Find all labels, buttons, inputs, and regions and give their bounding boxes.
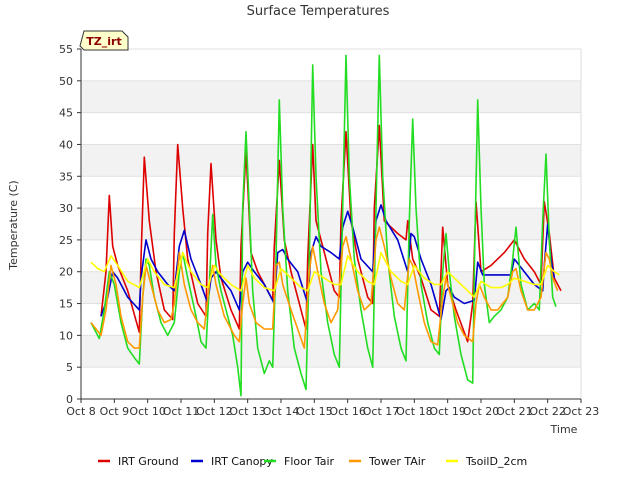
series-line-irt-canopy [100, 204, 556, 321]
legend-item-label: IRT Ground [118, 455, 179, 468]
grid-band [81, 144, 581, 177]
y-tick-label: 5 [66, 361, 73, 374]
x-tick-label: Oct 17 [363, 405, 400, 418]
x-axis-label: Time [550, 423, 578, 436]
tz-badge: TZ_irt [79, 30, 129, 51]
y-tick-label: 20 [59, 266, 73, 279]
y-tick-label: 10 [59, 329, 73, 342]
y-tick-label: 55 [59, 43, 73, 56]
y-tick-label: 15 [59, 298, 73, 311]
y-tick-label: 40 [59, 138, 73, 151]
x-tick-label: Oct 10 [129, 405, 166, 418]
x-tick-label: Oct 8 [66, 405, 96, 418]
legend-item-label: TsoilD_2cm [465, 455, 527, 468]
grid-band [81, 80, 581, 113]
series-line-floor-tair [90, 54, 557, 397]
y-axis-label: Temperature (C) [7, 180, 20, 270]
series-line-tsoild-2cm [90, 251, 560, 298]
x-tick-label: Oct 11 [163, 405, 200, 418]
legend-item-label: Floor Tair [284, 455, 335, 468]
x-tick-label: Oct 19 [429, 405, 466, 418]
grid-band [81, 208, 581, 240]
x-tick-label: Oct 12 [196, 405, 233, 418]
y-tick-label: 25 [59, 234, 73, 247]
x-tick-label: Oct 18 [396, 405, 433, 418]
grid-lines [80, 48, 582, 400]
badge-label: TZ_irt [86, 35, 121, 48]
y-tick-label: 35 [59, 170, 73, 183]
series-lines [90, 54, 562, 397]
x-tick-label: Oct 22 [529, 405, 566, 418]
x-tick-label: Oct 9 [100, 405, 130, 418]
y-tick-label: 50 [59, 75, 73, 88]
x-tick-label: Oct 20 [463, 405, 500, 418]
chart-title: Surface Temperatures [247, 4, 390, 19]
x-tick-label: Oct 15 [296, 405, 333, 418]
y-tick-label: 30 [59, 202, 73, 215]
x-tick-label: Oct 23 [563, 405, 600, 418]
grid-bands [81, 80, 581, 368]
x-tick-label: Oct 13 [229, 405, 266, 418]
x-tick-label: Oct 14 [263, 405, 300, 418]
legend: IRT Ground IRT Canopy Floor Tair Tower TAir… [98, 455, 527, 468]
legend-item-label: Tower TAir [368, 455, 426, 468]
badge-box [79, 30, 129, 51]
x-tick-label: Oct 21 [496, 405, 533, 418]
legend-item-label: IRT Canopy [211, 455, 273, 468]
x-tick-label: Oct 16 [329, 405, 366, 418]
y-axis-ticks: 0 5 10 15 20 25 30 35 40 45 50 55 [59, 43, 81, 406]
y-tick-label: 45 [59, 107, 73, 120]
y-tick-label: 0 [66, 393, 73, 406]
